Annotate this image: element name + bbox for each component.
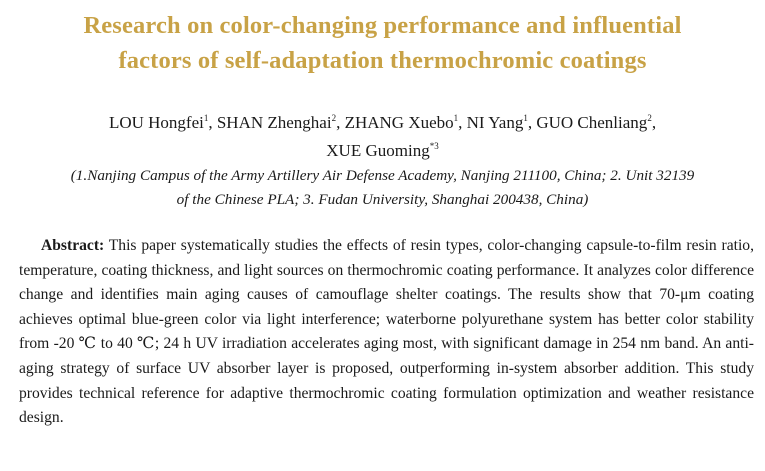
abstract-text: This paper systematically studies the ef…	[19, 237, 754, 427]
abstract-paragraph: Abstract: This paper systematically stud…	[19, 234, 754, 431]
affiliation-line-2: of the Chinese PLA; 3. Fudan University,…	[176, 191, 589, 208]
affiliation-line-1: (1.Nanjing Campus of the Army Artillery …	[70, 167, 695, 184]
author-affiliation-mark: 1	[453, 113, 459, 123]
author-name: ZHANG Xuebo	[344, 113, 454, 132]
abstract-label: Abstract:	[41, 237, 105, 254]
author-affiliation-mark: 2	[331, 113, 337, 123]
author-line-2: XUE Guoming*3	[0, 137, 765, 165]
author-line-1: LOU Hongfei1, SHAN Zhenghai2, ZHANG Xueb…	[108, 113, 657, 132]
author-list: LOU Hongfei1, SHAN Zhenghai2, ZHANG Xueb…	[0, 109, 765, 165]
author-name: XUE Guoming	[326, 141, 430, 160]
paper-title: Research on color-changing performance a…	[0, 8, 765, 78]
author-name: LOU Hongfei	[108, 113, 204, 132]
author-name: NI Yang	[466, 113, 524, 132]
author-affiliation-mark: 1	[523, 113, 528, 123]
author-affiliation-mark: 1	[203, 113, 209, 123]
author-name: SHAN Zhenghai	[216, 113, 332, 132]
abstract: Abstract: This paper systematically stud…	[19, 234, 754, 431]
author-name: GUO Chenliang	[536, 113, 648, 132]
title-line-1: Research on color-changing performance a…	[83, 12, 682, 39]
author-affiliation-mark: *3	[429, 141, 439, 151]
author-affiliation-mark: 2	[647, 113, 652, 123]
affiliations: (1.Nanjing Campus of the Army Artillery …	[0, 164, 765, 212]
title-line-2: factors of self-adaptation thermochromic…	[118, 47, 647, 74]
